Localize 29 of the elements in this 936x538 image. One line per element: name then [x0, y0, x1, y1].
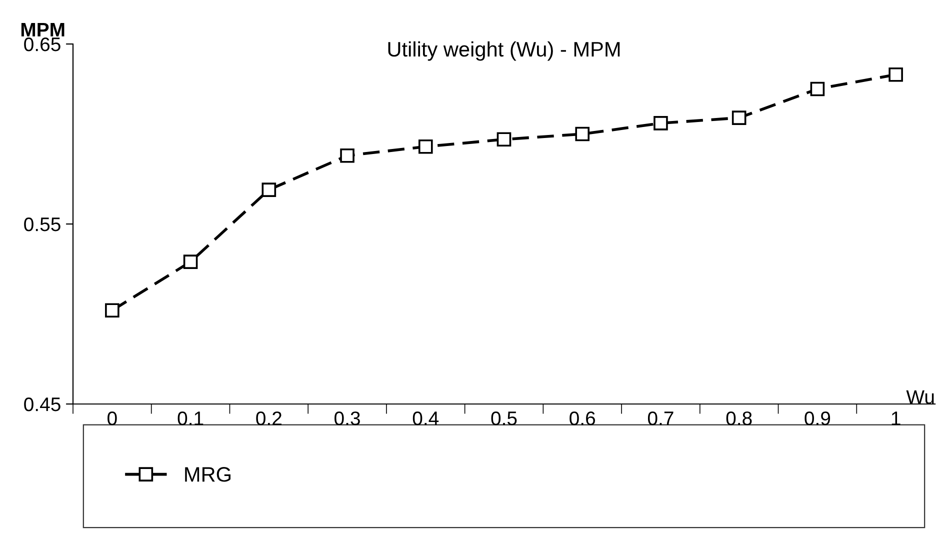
point	[654, 116, 668, 130]
x-tick-label: 0.8	[726, 411, 752, 426]
y-axis-title: MPM	[21, 22, 64, 36]
point	[262, 182, 276, 197]
point	[732, 110, 746, 125]
y-tick-label: 0.45	[24, 397, 60, 412]
point	[496, 132, 512, 147]
x-tick-label: 0.9	[804, 411, 830, 426]
point	[575, 126, 590, 142]
point	[105, 303, 120, 318]
chart-title: Utility weight (Wu) - MPM	[388, 41, 620, 61]
x-tick-label: 0.2	[256, 411, 282, 426]
x-tick-label: 0.7	[648, 411, 674, 426]
point	[810, 82, 825, 96]
y-tick-label: 0.55	[24, 217, 60, 232]
x-tick-label: 1	[892, 412, 900, 426]
legend-label: MRG	[185, 467, 230, 482]
point	[340, 148, 354, 163]
x-tick-label: 0.3	[334, 411, 360, 426]
x-tick-label: 0.1	[178, 411, 204, 426]
point	[888, 67, 903, 82]
x-tick-label: 0	[108, 411, 117, 426]
point	[183, 254, 198, 269]
point	[418, 139, 433, 154]
x-tick-label: 0.5	[491, 411, 517, 426]
y-tick-label: 0.65	[24, 37, 60, 52]
x-tick-label: 0.6	[570, 411, 596, 426]
x-axis-title: Wu	[906, 390, 934, 404]
x-tick-label: 0.4	[412, 411, 439, 426]
